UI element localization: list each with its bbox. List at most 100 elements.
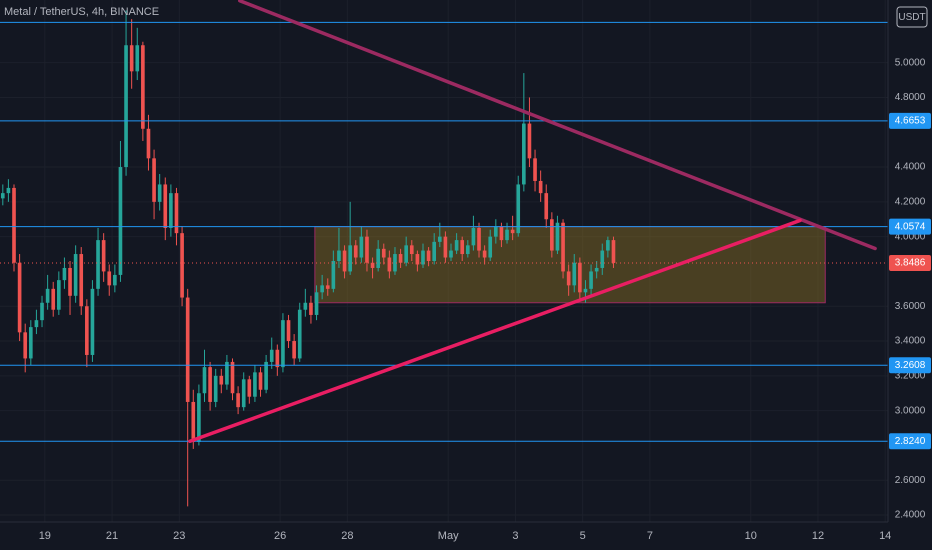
x-tick-label: 5 [580,530,586,542]
y-tick-label: 2.6000 [895,475,926,486]
candle-body [426,250,431,261]
candle-body [101,240,106,272]
candle-body [113,274,117,286]
x-tick-label: 21 [106,530,118,542]
candle-body [353,245,358,258]
candle-body [275,349,280,368]
candle-body [297,309,302,359]
y-tick-label: 4.4000 [895,162,926,173]
x-tick-label: 19 [39,530,51,542]
candle-body [96,240,100,289]
y-tick-label: 5.0000 [895,57,926,68]
candle-body [516,184,521,234]
candle-body [292,341,296,359]
chart-title: Metal / TetherUS, 4h, BINANCE [4,6,159,18]
currency-button[interactable] [896,6,928,28]
candle-body [555,222,560,251]
candle-body [527,123,532,159]
candle-body [320,285,324,293]
candle-body [561,222,565,272]
candle-body [141,45,145,129]
last-price-label: 3.8486 [895,258,926,269]
plot-area [0,0,888,507]
candle-body [12,187,16,263]
level-label-bg [889,112,931,129]
y-tick-label: 3.0000 [895,405,926,416]
candle-body [611,240,616,263]
candle-body [241,379,246,408]
candle-body [460,240,465,255]
candle-body [208,367,212,402]
candle-body [180,233,184,298]
candle-body [253,372,257,397]
x-tick-label: 12 [812,530,824,542]
candle-body [286,320,291,342]
candle-body [533,158,537,181]
candle-body [264,361,268,390]
candle-body [510,229,515,234]
candle-body [45,288,50,303]
candle-body [505,229,509,241]
candle-body [118,167,123,275]
candle-body [236,393,240,408]
y-tick-label: 3.2000 [895,370,926,381]
candle-body [488,236,493,258]
candle-body [566,271,571,286]
y-tick-label: 2.4000 [895,510,926,521]
candle-body [314,292,319,315]
candle-body [421,250,425,265]
candle-body [578,262,582,293]
candle-body [387,257,392,272]
candle-body [365,236,369,263]
candle-body [68,267,72,296]
candle-body [594,267,599,272]
candle-body [471,227,476,246]
candle-body [28,327,33,359]
candle-body [219,375,224,385]
candle-body [443,236,448,258]
candle-body [432,241,437,261]
level-label: 4.0574 [895,221,926,232]
candle-body [572,262,577,286]
candle-body [17,262,22,333]
level-label-bg [889,218,931,235]
candle-body [135,45,140,72]
candle-body [437,236,442,242]
candle-body [449,250,453,258]
candle-body [124,45,128,168]
candle-body [6,187,11,194]
last-price-bg [889,254,931,271]
trendline [188,218,802,444]
candle-body [247,379,252,397]
candle-body [197,393,201,442]
candle-body [499,226,504,241]
candle-body [129,45,134,72]
candle-body [482,250,487,258]
candle-body [213,375,218,402]
x-tick-label: 7 [647,530,653,542]
y-tick-label: 3.6000 [895,301,926,312]
level-label: 3.2608 [895,360,926,371]
candle-body [376,248,380,268]
candle-body [303,302,308,310]
candle-body [583,288,588,293]
candle-body [23,332,28,359]
candle-body [494,226,498,237]
x-tick-label: 28 [341,530,353,542]
axes: 19 21 23 26 28 May 3 5 7 10 12 14 5.0000 4.8000 4.4000… [39,57,931,542]
candle-body [381,248,386,258]
candle-body [185,297,190,402]
candle-body [544,193,549,220]
candle-body [90,288,95,355]
candle-body [409,245,414,255]
candle-body [348,245,352,272]
candle-body [337,250,341,261]
level-label-bg [889,433,931,450]
x-tick-label: 10 [745,530,757,542]
x-tick-label: 23 [173,530,185,542]
x-tick-label: 26 [274,530,286,542]
currency-label[interactable]: USDT [898,12,925,23]
candle-body [477,227,481,251]
candle-body [415,254,420,265]
